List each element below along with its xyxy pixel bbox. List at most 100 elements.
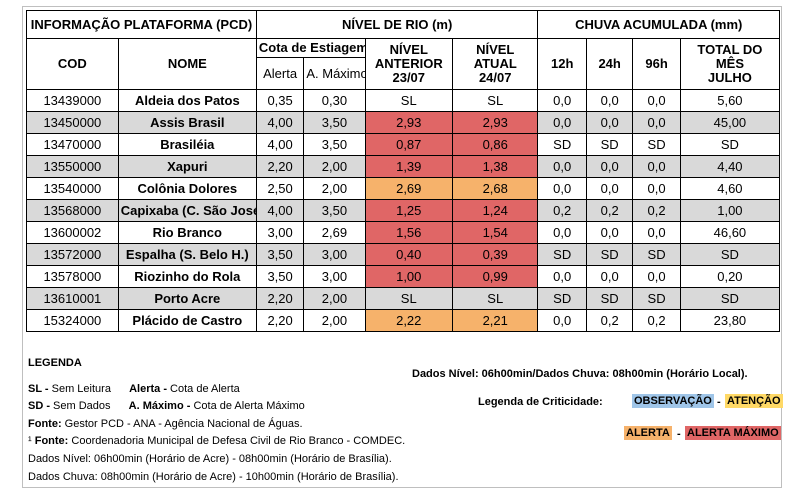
legend-sd-key: SD - [28,400,50,412]
nome-cell: Xapuri [117,155,257,178]
header-nivel-anterior-l1: NÍVEL [389,42,428,57]
total-mes-cell: 45,00 [679,111,781,134]
table-row: 13610001 Porto Acre 2,20 2,00 SL SL SD SD SD SD [26,287,781,310]
nivel-atual-cell: 2,21 [452,309,539,332]
cod-cell: 13550000 [26,155,119,178]
chuva-24h-cell: 0,2 [585,199,634,222]
nivel-anterior-cell: 2,93 [364,111,454,134]
legend-sd-text: Sem Dados [50,400,111,412]
header-nivel-anterior-l2: ANTERIOR [374,56,443,71]
chuva-12h-cell: 0,0 [537,155,587,178]
total-mes-cell: 46,60 [679,221,781,244]
legend-fonte2-text: Coordenadoria Municipal de Defesa Civil … [68,435,406,447]
chuva-12h-cell: 0,0 [537,89,587,112]
nome-cell: Aldeia dos Patos [117,89,257,112]
header-nivel-anterior-l3: 23/07 [392,70,426,85]
table-row: 13550000 Xapuri 2,20 2,00 1,39 1,38 0,0 0,0 0,0 4… [26,155,781,178]
total-mes-cell: 23,80 [679,309,781,332]
a-maximo-cell: 2,00 [303,287,366,310]
chuva-24h-cell: 0,2 [585,309,634,332]
header-cod: COD [26,38,119,90]
alerta-cell: 4,00 [255,133,305,156]
total-mes-cell: SD [679,243,781,266]
legend-fonte-text: Gestor PCD - ANA - Agência Nacional de Á… [61,418,303,430]
chuva-24h-cell: 0,0 [585,177,634,200]
nivel-anterior-cell: 2,69 [364,177,454,200]
header-total-mes: TOTAL DO MÊS JULHO [679,38,781,90]
chuva-24h-cell: SD [585,243,634,266]
legend-fonte2-key: Fonte: [34,435,69,447]
legend-fonte-key: Fonte: [28,418,62,430]
table-row: 13439000 Aldeia dos Patos 0,35 0,30 SL SL 0,0 0… [26,89,781,112]
chuva-96h-cell: 0,0 [632,111,681,134]
chuva-12h-cell: 0,0 [537,221,587,244]
nivel-anterior-cell: 0,40 [364,243,454,266]
header-rain: CHUVA ACUMULADA (mm) [537,10,780,39]
table-row: 13600002 Rio Branco 3,00 2,69 1,56 1,54 0,0 0,0… [26,221,781,244]
total-mes-cell: 4,40 [679,155,781,178]
chuva-12h-cell: SD [537,133,587,156]
nome-cell: Brasiléia [117,133,257,156]
header-a-maximo: A. Máximo [303,57,366,90]
alerta-cell: 2,20 [255,155,305,178]
nome-cell: Colônia Dolores [117,177,257,200]
chuva-96h-cell: 0,0 [632,89,681,112]
cod-cell: 13600002 [26,221,119,244]
a-maximo-cell: 2,00 [303,155,366,178]
chuva-12h-cell: 0,0 [537,111,587,134]
a-maximo-cell: 2,00 [303,309,366,332]
cod-cell: 13610001 [26,287,119,310]
alerta-cell: 4,00 [255,199,305,222]
cod-cell: 13578000 [26,265,119,288]
nome-cell: Plácido de Castro [117,309,257,332]
chuva-12h-cell: 0,0 [537,265,587,288]
legend-amax-key: A. Máximo - [128,400,191,412]
chuva-24h-cell: 0,0 [585,111,634,134]
nivel-atual-cell: SL [452,287,539,310]
nivel-atual-cell: 0,39 [452,243,539,266]
nivel-anterior-cell: 1,39 [364,155,454,178]
nivel-anterior-cell: 1,00 [364,265,454,288]
nome-cell: Espalha (S. Belo H.) [117,243,257,266]
legend-sl-text: Sem Leitura [48,383,111,395]
nivel-atual-cell: 2,68 [452,177,539,200]
legend-amax-text: Cota de Alerta Máximo [190,400,305,412]
cod-cell: 13439000 [26,89,119,112]
cod-cell: 13568000 [26,199,119,222]
document-frame [22,6,782,488]
nivel-atual-cell: SL [452,89,539,112]
alerta-cell: 3,50 [255,243,305,266]
chuva-24h-cell: 0,0 [585,89,634,112]
nivel-anterior-cell: SL [364,287,454,310]
header-alerta: Alerta [255,57,305,90]
legend-alerta-text: Cota de Alerta [166,383,240,395]
chuva-96h-cell: SD [632,243,681,266]
table-row: 13540000 Colônia Dolores 2,50 2,00 2,69 2,68 0… [26,177,781,200]
a-maximo-cell: 2,00 [303,177,366,200]
nome-cell: Porto Acre [117,287,257,310]
cod-cell: 13450000 [26,111,119,134]
total-mes-cell: SD [679,287,781,310]
nome-cell: Capixaba (C. São José) [117,199,257,222]
legend-sl-key: SL - [28,383,49,395]
chuva-96h-cell: 0,0 [632,155,681,178]
nome-cell: Riozinho do Rola [117,265,257,288]
header-total-mes-l3: JULHO [707,70,752,85]
legend-alerta-key: Alerta - [129,383,167,395]
chuva-12h-cell: SD [537,243,587,266]
total-mes-cell: 4,60 [679,177,781,200]
total-mes-cell: SD [679,133,781,156]
chuva-12h-cell: SD [537,287,587,310]
cod-cell: 15324000 [26,309,119,332]
a-maximo-cell: 2,69 [303,221,366,244]
header-nome: NOME [117,38,257,90]
header-96h: 96h [632,38,681,90]
alerta-cell: 3,50 [255,265,305,288]
table-row: 13450000 Assis Brasil 4,00 3,50 2,93 2,93 0,0 0… [26,111,781,134]
badge-alerta: ALERTA [624,426,672,440]
chuva-96h-cell: 0,0 [632,265,681,288]
chuva-24h-cell: SD [585,133,634,156]
nivel-anterior-cell: 1,56 [364,221,454,244]
a-maximo-cell: 3,00 [303,265,366,288]
alerta-cell: 3,00 [255,221,305,244]
